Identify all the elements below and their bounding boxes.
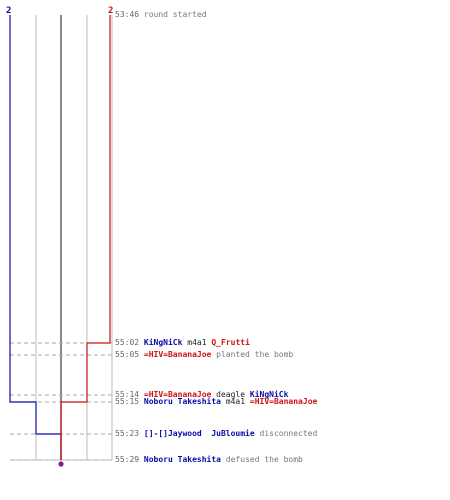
event-text: defused the bomb	[225, 455, 303, 464]
event-text: round started	[143, 10, 207, 19]
player-name: =HIV=BananaJoe	[249, 397, 318, 406]
bomb-defuse-marker	[58, 461, 64, 467]
weapon-name: m4a1	[225, 397, 250, 406]
log-time: 55:15	[115, 397, 144, 406]
weapon-name: deagle	[216, 390, 250, 399]
log-row: 55:05 =HIV=BananaJoe planted the bomb	[115, 350, 293, 360]
event-text: disconnected	[259, 429, 318, 438]
log-row: 55:02 KiNgNiCk m4a1 Q_Frutti	[115, 338, 250, 348]
ct-score: 2	[6, 6, 12, 16]
log-row: 55:15 Noboru Takeshita m4a1 =HIV=BananaJ…	[115, 397, 317, 407]
log-time: 55:14	[115, 390, 144, 399]
log-row: 55:14 =HIV=BananaJoe deagle KiNgNiCk	[115, 390, 288, 400]
player-name: KiNgNiCk	[143, 338, 188, 347]
t-survivors-line	[60, 15, 111, 460]
log-time: 55:23	[115, 429, 144, 438]
player-name: Noboru Takeshita	[143, 455, 226, 464]
player-name: KiNgNiCk	[249, 390, 289, 399]
weapon-name: m4a1	[187, 338, 212, 347]
log-row: 53:46 round started	[115, 10, 207, 20]
log-time: 55:02	[115, 338, 144, 347]
player-name: Noboru Takeshita	[143, 397, 226, 406]
t-score: 2	[108, 6, 114, 16]
event-text: planted the bomb	[216, 350, 294, 359]
log-time: 55:05	[115, 350, 144, 359]
player-name: []-[]Jaywood JuBloumie	[143, 429, 260, 438]
player-name: Q_Frutti	[211, 338, 250, 347]
player-name: =HIV=BananaJoe	[143, 350, 217, 359]
log-time: 55:29	[115, 455, 144, 464]
player-name: =HIV=BananaJoe	[143, 390, 217, 399]
log-row: 55:23 []-[]Jaywood JuBloumie disconnecte…	[115, 429, 317, 439]
log-row: 55:29 Noboru Takeshita defused the bomb	[115, 455, 303, 465]
log-time: 53:46	[115, 10, 144, 19]
